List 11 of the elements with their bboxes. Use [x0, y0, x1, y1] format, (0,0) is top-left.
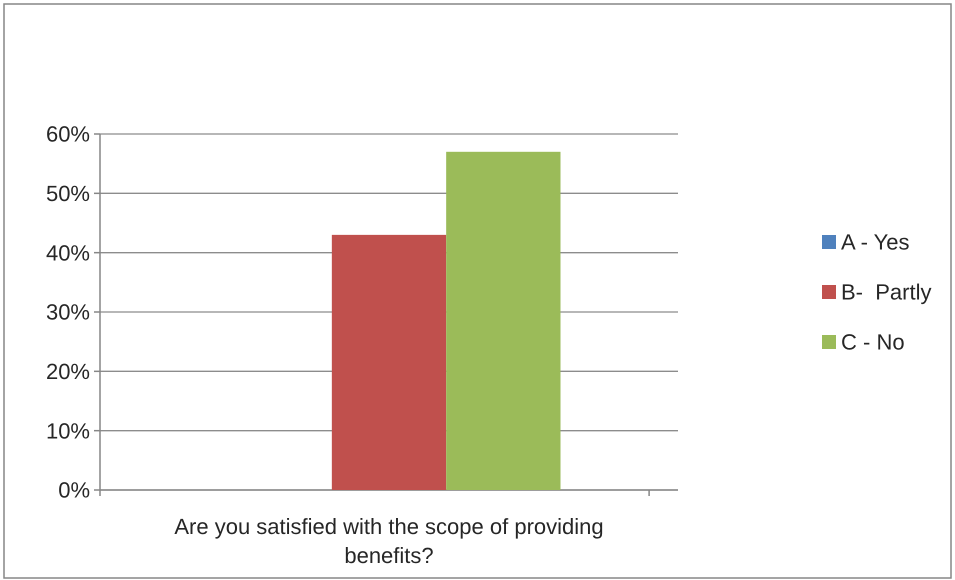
legend-label: C - No — [841, 330, 905, 355]
y-tick-label: 10% — [46, 418, 90, 444]
y-tick-label: 20% — [46, 359, 90, 384]
x-tick-label: Are you satisfied with the scope of providing benefits? — [174, 514, 604, 568]
y-tick-label: 50% — [46, 181, 90, 206]
y-tick-label: 60% — [46, 122, 90, 147]
y-tick-label: 40% — [46, 240, 90, 266]
y-tick-label: 30% — [46, 300, 90, 325]
y-tick-label: 0% — [58, 478, 90, 503]
legend-label: B- Partly — [841, 280, 932, 305]
legend-label: A - Yes — [841, 230, 910, 255]
